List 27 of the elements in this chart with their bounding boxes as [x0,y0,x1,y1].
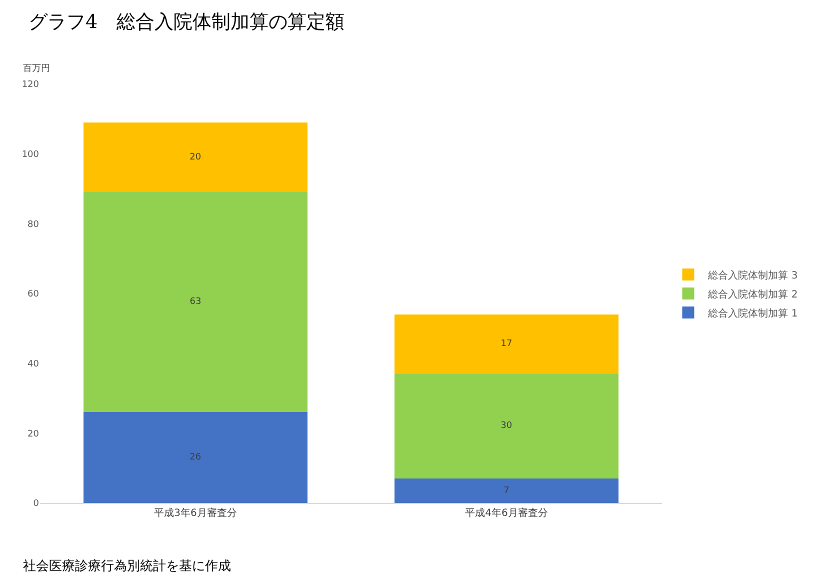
bar [84,412,308,503]
x-tick-label: 平成4年6月審査分 [465,507,548,519]
y-tick-label: 120 [22,80,40,90]
bar [394,314,618,374]
legend-label: 総合入院体制加算 3 [707,269,798,282]
chart-title: グラフ4 総合入院体制加算の算定額 [28,10,345,33]
data-label: 7 [504,486,510,496]
bar [394,478,618,503]
x-tick-label: 平成3年6月審査分 [154,507,237,519]
y-tick-label: 60 [28,290,40,300]
y-tick-label: 0 [33,499,40,510]
bar [84,122,308,192]
legend-label: 総合入院体制加算 1 [707,307,798,320]
data-label: 20 [190,152,202,162]
data-label: 30 [500,421,512,432]
bar [84,192,308,412]
text: 社会医療診療行為別統計を基に作成 [23,559,231,574]
data-label: 17 [500,339,512,350]
bar [394,374,618,479]
y-tick-label: 80 [28,220,40,230]
y-tick-label: 100 [22,150,40,160]
legend-label: 総合入院体制加算 2 [707,288,798,300]
data-label: 63 [190,297,202,308]
y-tick-label: 40 [28,359,40,370]
y-tick-label: 20 [28,429,40,440]
data-label: 26 [190,452,202,463]
y-axis-title: 百万円 [23,64,50,74]
